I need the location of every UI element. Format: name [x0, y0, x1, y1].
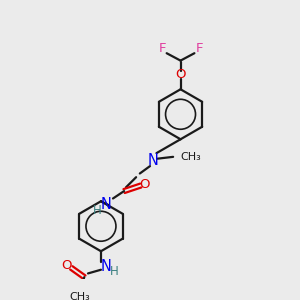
Text: O: O [139, 178, 150, 191]
Text: F: F [195, 42, 203, 55]
Text: H: H [93, 204, 102, 217]
Text: N: N [147, 153, 158, 168]
Text: N: N [100, 259, 111, 274]
Text: F: F [158, 42, 166, 55]
Text: H: H [110, 265, 118, 278]
Text: O: O [175, 68, 186, 81]
Text: CH₃: CH₃ [181, 152, 201, 162]
Text: O: O [61, 259, 72, 272]
Text: N: N [100, 197, 111, 212]
Text: CH₃: CH₃ [69, 292, 90, 300]
